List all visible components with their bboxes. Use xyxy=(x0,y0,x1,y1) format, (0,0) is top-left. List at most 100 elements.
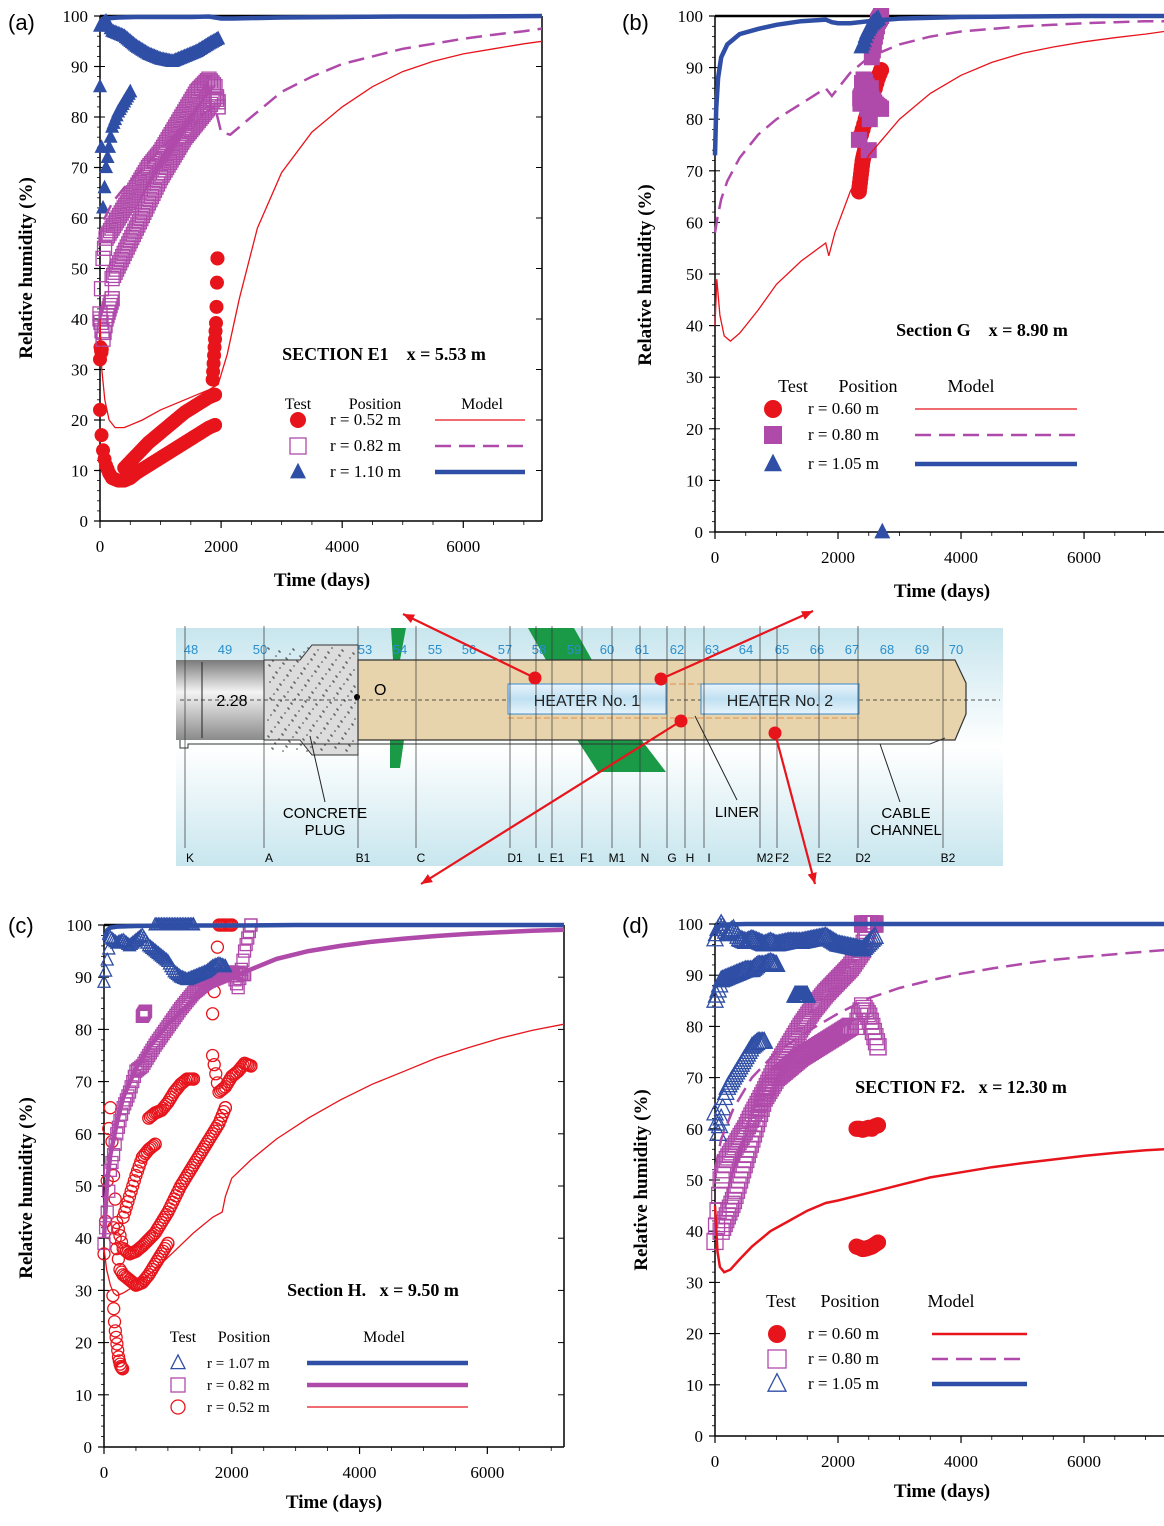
data-point xyxy=(860,142,877,159)
data-point xyxy=(705,1102,725,1121)
concrete-speck xyxy=(345,661,347,663)
concrete-speck xyxy=(333,681,335,683)
concrete-speck xyxy=(344,732,346,734)
data-point xyxy=(210,251,225,266)
concrete-speck xyxy=(286,658,288,660)
y-tick-label: 50 xyxy=(686,1171,703,1190)
concrete-speck xyxy=(275,671,277,673)
y-tick-label: 50 xyxy=(75,1177,92,1196)
legend-position: r = 0.52 m xyxy=(207,1400,270,1416)
model-line-magenta xyxy=(101,927,564,1239)
data-point xyxy=(205,1007,220,1021)
concrete-speck xyxy=(306,734,308,736)
concrete-speck xyxy=(296,748,298,750)
concrete-speck xyxy=(329,685,331,687)
legend-header-test: Test xyxy=(778,376,808,396)
concrete-speck xyxy=(290,670,292,672)
concrete-speck xyxy=(285,745,287,747)
section-number: 48 xyxy=(184,642,198,657)
data-point xyxy=(208,418,223,433)
cable-label: CABLE xyxy=(881,805,930,822)
section-number: 50 xyxy=(253,642,267,657)
data-point xyxy=(146,941,161,956)
legend-position: r = 1.05 m xyxy=(808,1374,879,1393)
data-point xyxy=(96,240,113,256)
concrete-speck xyxy=(349,745,351,747)
data-point xyxy=(110,258,126,274)
concrete-speck xyxy=(346,662,348,664)
x-tick-label: 0 xyxy=(711,548,720,567)
data-point xyxy=(205,958,220,973)
data-point xyxy=(124,229,140,246)
green-zone xyxy=(576,738,666,772)
concrete-speck xyxy=(287,675,289,677)
concrete-speck xyxy=(354,702,356,704)
legend-marker xyxy=(169,1353,187,1370)
data-point xyxy=(723,1195,741,1213)
model-line-red xyxy=(103,1023,564,1297)
concrete-speck xyxy=(335,675,337,677)
data-point xyxy=(112,255,128,271)
data-point xyxy=(744,1034,763,1053)
y-tick-label: 100 xyxy=(63,7,89,26)
concrete-speck xyxy=(329,669,331,671)
concrete-speck xyxy=(299,655,301,657)
concrete-speck xyxy=(315,687,317,689)
legend-header-model: Model xyxy=(363,1329,405,1346)
concrete-speck xyxy=(329,701,331,703)
section-number: 56 xyxy=(462,642,476,657)
concrete-speck xyxy=(336,692,338,694)
x-tick-label: 0 xyxy=(96,537,105,556)
concrete-speck xyxy=(353,653,355,655)
concrete-speck xyxy=(272,748,274,750)
model-line-red xyxy=(99,40,542,429)
concrete-speck xyxy=(298,694,300,696)
data-point xyxy=(106,1221,121,1235)
test-series-blue xyxy=(705,913,884,1141)
concrete-speck xyxy=(284,696,286,698)
concrete-speck xyxy=(271,659,273,661)
concrete-label: CONCRETE xyxy=(283,805,367,822)
sensor-dot xyxy=(674,714,688,728)
data-point xyxy=(218,958,233,973)
section-number: 68 xyxy=(880,642,894,657)
concrete-speck xyxy=(308,712,310,714)
concrete-speck xyxy=(277,705,279,707)
legend-marker xyxy=(290,462,306,479)
legend-position: r = 1.05 m xyxy=(808,454,879,473)
concrete-speck xyxy=(343,683,345,685)
concrete-speck xyxy=(349,673,351,675)
data-point xyxy=(244,1059,258,1073)
concrete-speck xyxy=(322,694,324,696)
concrete-speck xyxy=(337,709,339,711)
sensor-dot xyxy=(528,671,542,685)
data-point xyxy=(95,250,111,267)
section-number: 59 xyxy=(567,642,581,657)
model-line-red xyxy=(714,30,1164,342)
concrete-speck xyxy=(331,663,333,665)
concrete-speck xyxy=(287,691,289,693)
data-point xyxy=(838,1019,856,1037)
concrete-speck xyxy=(353,669,355,671)
model-line-blue xyxy=(712,13,1164,156)
data-point xyxy=(139,198,155,214)
y-tick-label: 100 xyxy=(67,916,93,935)
concrete-speck xyxy=(303,651,305,653)
y-tick-label: 80 xyxy=(686,1017,703,1036)
data-point xyxy=(146,1227,161,1242)
concrete-speck xyxy=(299,727,301,729)
concrete-speck xyxy=(281,733,283,735)
data-point xyxy=(862,80,879,97)
concrete-speck xyxy=(343,667,345,669)
concrete-speck xyxy=(320,748,322,750)
concrete-speck xyxy=(316,704,318,706)
concrete-speck xyxy=(317,649,319,651)
data-point xyxy=(215,957,230,971)
concrete-speck xyxy=(350,690,352,692)
y-tick-label: 40 xyxy=(71,310,88,329)
concrete-speck xyxy=(323,711,325,713)
concrete-speck xyxy=(311,675,313,677)
concrete-speck xyxy=(286,674,288,676)
data-point xyxy=(874,522,891,539)
concrete-speck xyxy=(279,683,281,685)
